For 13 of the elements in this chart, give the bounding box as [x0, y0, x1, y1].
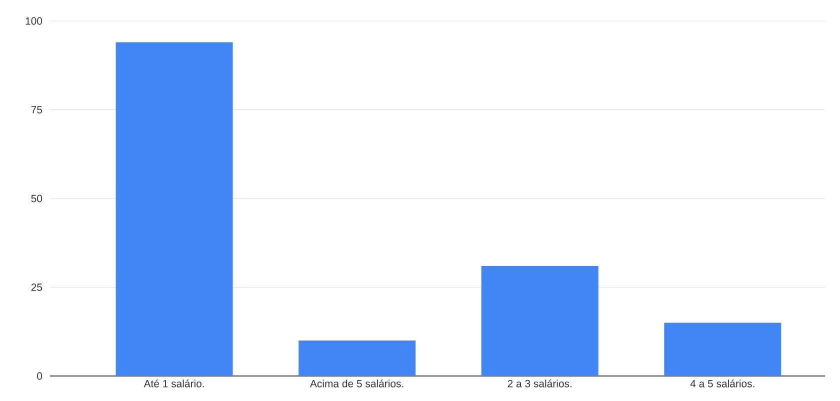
bar	[116, 42, 233, 376]
y-tick-label: 100	[26, 17, 42, 25]
x-tick-label: Acima de 5 salários.	[310, 380, 404, 388]
x-tick-label: 4 a 5 salários.	[690, 380, 754, 388]
y-tick-label: 75	[31, 106, 42, 114]
x-tick-label: 2 a 3 salários.	[508, 380, 572, 388]
y-tick-label: 0	[37, 372, 42, 380]
bar	[481, 266, 598, 376]
x-tick-label: Até 1 salário.	[144, 380, 204, 388]
bar	[664, 322, 782, 376]
bar	[298, 340, 416, 376]
y-tick-label: 25	[31, 284, 42, 291]
y-tick-label: 50	[31, 194, 42, 202]
